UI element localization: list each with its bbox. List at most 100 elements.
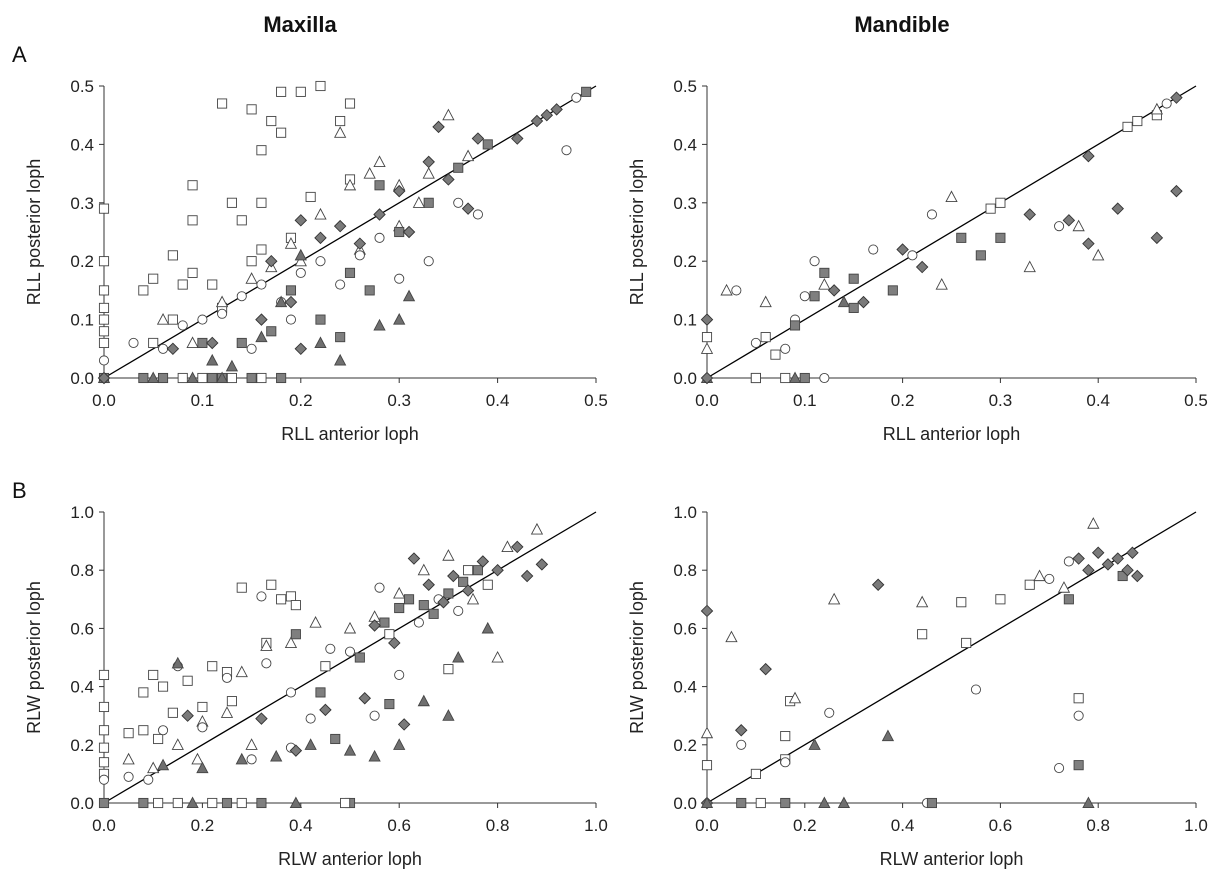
point-triangle-open: [314, 207, 327, 220]
point-diamond-filled: [700, 371, 714, 385]
point-square-open: [246, 104, 257, 115]
point-square-open: [207, 279, 218, 290]
point-triangle-filled: [196, 761, 209, 774]
x-tick-label: 0.0: [695, 816, 719, 835]
point-circle-open: [453, 197, 464, 208]
point-circle-open: [354, 250, 365, 261]
point-triangle-open: [309, 616, 322, 628]
point-diamond-filled: [206, 336, 219, 350]
point-diamond-filled: [388, 636, 401, 650]
point-triangle-open: [156, 313, 170, 325]
x-axis-label: RLW anterior loph: [278, 849, 422, 869]
point-square-open: [226, 372, 237, 384]
y-tick-label: 0.3: [673, 194, 697, 213]
point-square-open: [276, 594, 287, 605]
point-square-open: [157, 681, 169, 692]
point-diamond-filled: [700, 313, 714, 326]
y-tick-label: 0.4: [673, 135, 697, 154]
point-square-filled: [221, 797, 233, 809]
point-triangle-filled: [808, 738, 821, 750]
point-square-filled: [403, 594, 415, 605]
point-square-open: [780, 731, 791, 742]
plots-layer: 0.0 0.1 0.2 0.3 0.4 0.5 0.0 0.1 0.2 0.3 0.4 0.5 RLL …: [24, 77, 1208, 869]
point-triangle-filled: [373, 318, 386, 331]
point-square-filled: [443, 588, 454, 599]
point-square-open: [226, 197, 237, 208]
point-square-open: [315, 80, 326, 92]
point-triangle-filled: [417, 694, 430, 707]
point-triangle-open: [147, 761, 160, 774]
point-circle-open: [98, 355, 110, 366]
point-square-open: [276, 127, 287, 138]
point-square-open: [770, 349, 781, 360]
point-triangle-filled: [881, 729, 895, 742]
point-square-filled: [315, 314, 326, 325]
point-triangle-open: [260, 639, 273, 651]
point-diamond-filled: [358, 692, 371, 705]
point-circle-open: [394, 669, 405, 681]
point-diamond-filled: [1072, 552, 1085, 565]
point-triangle-filled: [452, 650, 465, 663]
point-diamond-filled: [1150, 231, 1164, 245]
point-circle-open: [1054, 763, 1065, 774]
point-square-open: [138, 687, 149, 698]
point-diamond-filled: [1082, 149, 1095, 163]
point-circle-open: [261, 658, 272, 669]
point-triangle-filled: [255, 330, 268, 343]
point-circle-open: [344, 646, 356, 657]
point-square-open: [443, 664, 454, 675]
point-square-filled: [848, 302, 859, 313]
point-square-open: [956, 597, 967, 608]
y-axis-label: RLL posterior loph: [627, 159, 647, 305]
y-tick-label: 0.0: [70, 794, 94, 813]
point-circle-open: [128, 337, 139, 349]
point-triangle-filled: [270, 749, 283, 762]
y-axis-label: RLW posterior loph: [627, 581, 647, 734]
x-tick-label: 0.2: [289, 391, 313, 410]
point-circle-open: [143, 774, 154, 785]
point-triangle-open: [245, 272, 258, 284]
point-triangle-filled: [343, 744, 357, 756]
point-diamond-filled: [314, 231, 327, 245]
point-square-filled: [394, 226, 405, 238]
point-diamond-filled: [397, 718, 411, 731]
point-circle-open: [970, 684, 982, 695]
point-circle-open: [736, 739, 747, 750]
point-square-open: [98, 725, 110, 736]
point-triangle-open: [171, 738, 184, 750]
reference-line: [706, 85, 1197, 379]
point-circle-open: [197, 314, 208, 325]
point-square-open: [148, 669, 159, 681]
point-diamond-filled: [265, 254, 278, 268]
point-circle-open: [246, 343, 257, 354]
point-diamond-filled: [181, 709, 194, 722]
point-square-filled: [246, 372, 257, 384]
point-triangle-open: [1087, 517, 1100, 529]
point-square-filled: [335, 332, 346, 343]
y-tick-label: 0.2: [70, 252, 94, 271]
panel-A-maxilla: 0.0 0.1 0.2 0.3 0.4 0.5 0.0 0.1 0.2 0.3 0.4 0.5 RLL …: [24, 77, 608, 444]
point-square-filled: [926, 797, 937, 809]
point-circle-open: [1073, 710, 1084, 721]
point-square-filled: [207, 372, 218, 384]
x-tick-label: 0.6: [387, 816, 411, 835]
point-diamond-filled: [1023, 208, 1036, 221]
point-circle-open: [571, 92, 582, 103]
point-circle-open: [305, 713, 316, 724]
point-triangle-open: [363, 167, 376, 179]
y-tick-label: 0.2: [70, 736, 94, 755]
point-triangle-filled: [186, 796, 199, 809]
y-tick-label: 1.0: [70, 503, 94, 522]
point-square-open: [98, 742, 110, 753]
point-square-filled: [423, 197, 434, 208]
point-square-filled: [472, 565, 483, 576]
x-tick-label: 0.1: [793, 391, 817, 410]
point-square-filled: [956, 232, 967, 243]
point-triangle-filled: [235, 752, 248, 765]
point-circle-open: [157, 725, 169, 736]
x-tick-label: 0.5: [1184, 391, 1208, 410]
point-square-filled: [256, 797, 267, 809]
point-square-open: [320, 661, 331, 672]
x-tick-label: 0.4: [891, 816, 915, 835]
